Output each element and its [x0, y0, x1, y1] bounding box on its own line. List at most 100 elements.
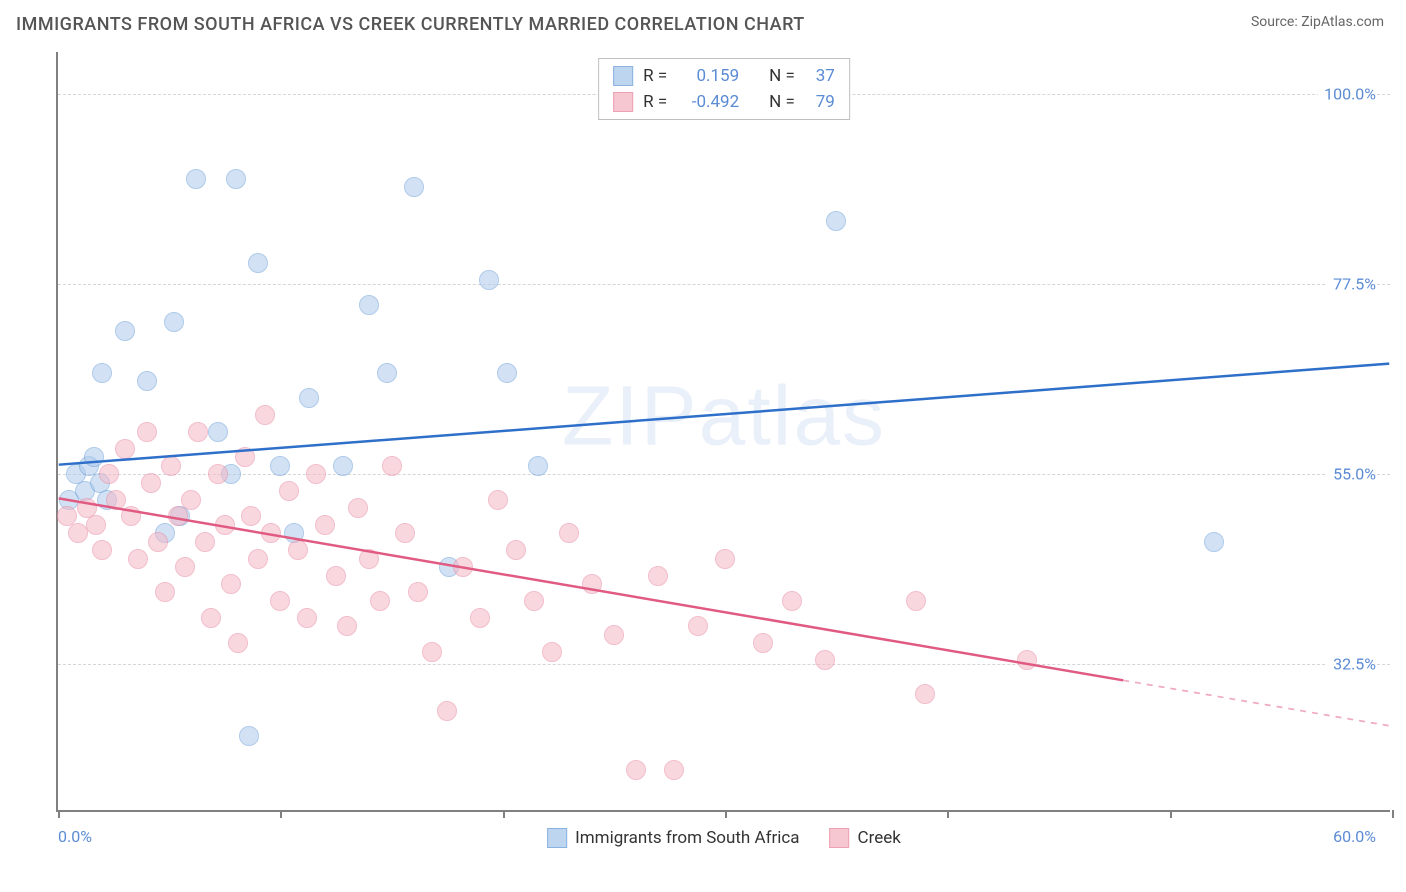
x-tick-mark — [503, 810, 505, 818]
scatter-point — [186, 169, 206, 189]
x-tick-mark — [725, 810, 727, 818]
scatter-point — [141, 473, 161, 493]
scatter-point — [497, 363, 517, 383]
scatter-point — [348, 498, 368, 518]
scatter-point — [164, 312, 184, 332]
scatter-point — [524, 591, 544, 611]
scatter-point — [188, 422, 208, 442]
scatter-point — [753, 633, 773, 653]
x-tick-mark — [947, 810, 949, 818]
scatter-point — [337, 616, 357, 636]
source-attribution: Source: ZipAtlas.com — [1251, 14, 1384, 30]
legend-row: R = 0.159 N = 37 — [613, 63, 835, 89]
x-axis-max-label: 60.0% — [1333, 827, 1376, 846]
legend-item: Immigrants from South Africa — [547, 828, 799, 848]
scatter-point — [181, 490, 201, 510]
scatter-point — [488, 490, 508, 510]
scatter-point — [99, 464, 119, 484]
r-value: -0.492 — [677, 89, 739, 115]
scatter-point — [115, 321, 135, 341]
legend-swatch — [547, 828, 567, 848]
scatter-point — [239, 726, 259, 746]
scatter-point — [479, 270, 499, 290]
legend-swatch — [613, 66, 633, 86]
n-label: N = — [769, 63, 795, 89]
legend-series-name: Creek — [858, 828, 901, 848]
scatter-point — [359, 295, 379, 315]
scatter-point — [297, 608, 317, 628]
scatter-point — [815, 650, 835, 670]
scatter-point — [395, 523, 415, 543]
scatter-point — [161, 456, 181, 476]
scatter-point — [559, 523, 579, 543]
correlation-legend: R = 0.159 N = 37 R = -0.492 N = 79 — [598, 58, 850, 120]
legend-series-name: Immigrants from South Africa — [575, 828, 799, 848]
scatter-point — [404, 177, 424, 197]
scatter-point — [255, 405, 275, 425]
scatter-point — [306, 464, 326, 484]
scatter-point — [453, 557, 473, 577]
scatter-point — [235, 447, 255, 467]
scatter-point — [226, 169, 246, 189]
scatter-point — [604, 625, 624, 645]
scatter-point — [270, 456, 290, 476]
scatter-point — [715, 549, 735, 569]
scatter-point — [86, 515, 106, 535]
x-tick-mark — [280, 810, 282, 818]
source-link[interactable]: ZipAtlas.com — [1301, 14, 1384, 30]
scatter-point — [688, 616, 708, 636]
scatter-point — [906, 591, 926, 611]
source-label: Source: — [1251, 14, 1301, 30]
scatter-point — [915, 684, 935, 704]
scatter-point — [279, 481, 299, 501]
r-label: R = — [643, 89, 667, 115]
scatter-point — [121, 506, 141, 526]
scatter-point — [92, 363, 112, 383]
x-tick-mark — [58, 810, 60, 818]
scatter-point — [175, 557, 195, 577]
scatter-point — [582, 574, 602, 594]
scatter-point — [470, 608, 490, 628]
chart-title: IMMIGRANTS FROM SOUTH AFRICA VS CREEK CU… — [16, 14, 805, 35]
legend-item: Creek — [830, 828, 901, 848]
legend-swatch — [830, 828, 850, 848]
chart-container: Currently Married ZIPatlas R =0.159N =37… — [16, 52, 1390, 892]
plot-area: ZIPatlas R =0.159N =37R =-0.492N =79 0.0… — [56, 52, 1390, 812]
n-label: N = — [769, 89, 795, 115]
scatter-point — [542, 642, 562, 662]
r-label: R = — [643, 63, 667, 89]
scatter-point — [333, 456, 353, 476]
scatter-point — [664, 760, 684, 780]
scatter-point — [148, 532, 168, 552]
scatter-point — [315, 515, 335, 535]
series-legend: Immigrants from South Africa Creek — [547, 828, 901, 848]
scatter-point — [326, 566, 346, 586]
scatter-point — [422, 642, 442, 662]
scatter-point — [137, 422, 157, 442]
scatter-point — [1204, 532, 1224, 552]
n-value: 79 — [805, 89, 835, 115]
scatter-point — [128, 549, 148, 569]
scatter-point — [195, 532, 215, 552]
scatter-point — [215, 515, 235, 535]
scatter-points-layer — [58, 52, 1390, 810]
scatter-point — [506, 540, 526, 560]
x-axis-min-label: 0.0% — [58, 827, 92, 846]
scatter-point — [168, 506, 188, 526]
scatter-point — [288, 540, 308, 560]
scatter-point — [528, 456, 548, 476]
scatter-point — [137, 371, 157, 391]
scatter-point — [248, 549, 268, 569]
x-tick-mark — [1392, 810, 1394, 818]
scatter-point — [115, 439, 135, 459]
scatter-point — [228, 633, 248, 653]
scatter-point — [382, 456, 402, 476]
n-value: 37 — [805, 63, 835, 89]
r-value: 0.159 — [677, 63, 739, 89]
scatter-point — [241, 506, 261, 526]
scatter-point — [782, 591, 802, 611]
scatter-point — [208, 464, 228, 484]
scatter-point — [208, 422, 228, 442]
scatter-point — [92, 540, 112, 560]
scatter-point — [1017, 650, 1037, 670]
